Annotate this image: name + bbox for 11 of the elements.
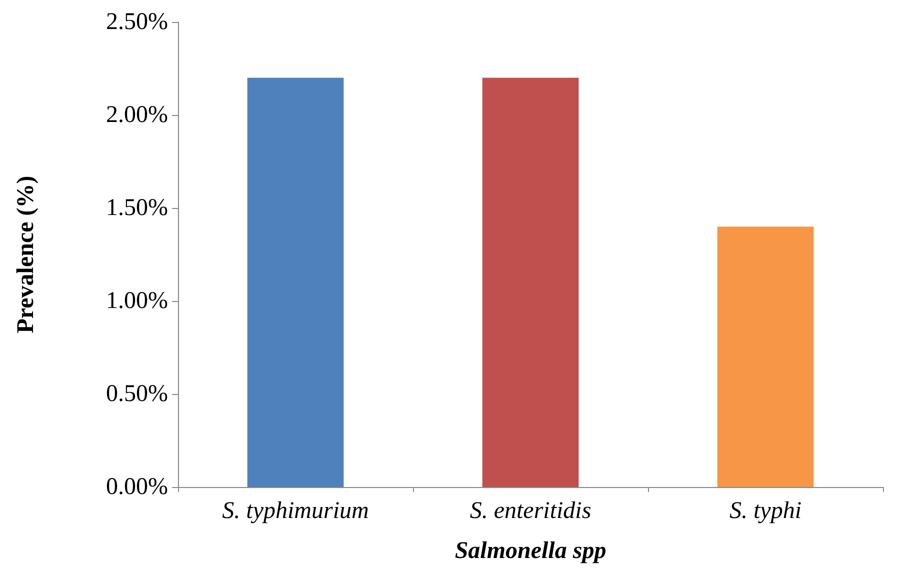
y-axis-title: Prevalence (%): [13, 176, 39, 334]
x-axis-title: Salmonella spp: [454, 538, 606, 564]
x-tick-label: S. typhi: [730, 498, 802, 524]
x-tick-label: S. typhimurium: [222, 498, 369, 524]
x-tick-label: S. enteritidis: [470, 498, 592, 524]
y-tick-label: 0.50%: [106, 381, 168, 407]
y-tick-label: 2.50%: [106, 9, 168, 35]
y-tick-label: 2.00%: [106, 102, 168, 128]
y-tick-label: 0.00%: [106, 474, 168, 500]
y-tick-label: 1.50%: [106, 195, 168, 221]
y-tick-label: 1.00%: [106, 288, 168, 314]
